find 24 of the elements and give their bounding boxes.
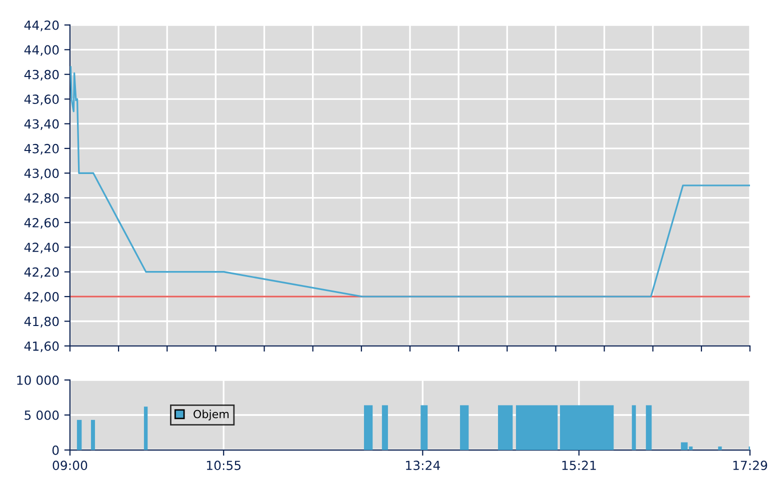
- y-tick-label: 42,80: [24, 193, 59, 204]
- y-tick-label: 44,20: [24, 20, 59, 32]
- y-tick-label: 43,20: [24, 144, 59, 155]
- y-tick-label: 41,80: [24, 316, 59, 328]
- y-tick-label: 43,60: [24, 94, 59, 106]
- y-tick-label: 42,40: [24, 242, 59, 254]
- y-tick-label: 10 000: [17, 375, 59, 385]
- y-tick-label: 44,00: [24, 45, 59, 56]
- y-tick-label: 5 000: [24, 410, 59, 420]
- line-series: [70, 66, 750, 298]
- y-tick-label: 43,40: [24, 119, 59, 130]
- y-tick-label: 41,60: [24, 341, 59, 352]
- y-tick-label: 42,00: [24, 292, 59, 303]
- x-tick-label: 10:55: [206, 460, 241, 470]
- y-tick-label: 43,80: [24, 70, 59, 81]
- y-tick-label: 42,60: [24, 218, 59, 229]
- x-tick-label: 15:21: [562, 460, 596, 470]
- x-tick-label: 09:00: [52, 460, 88, 470]
- y-tick-label: 0: [52, 445, 59, 455]
- x-tick-label: 17:29: [733, 460, 768, 470]
- legend-label: Objem: [194, 410, 229, 420]
- x-tick-label: 13:24: [406, 460, 440, 470]
- y-tick-label: 42,20: [24, 267, 59, 278]
- y-tick-label: 43,00: [24, 168, 59, 180]
